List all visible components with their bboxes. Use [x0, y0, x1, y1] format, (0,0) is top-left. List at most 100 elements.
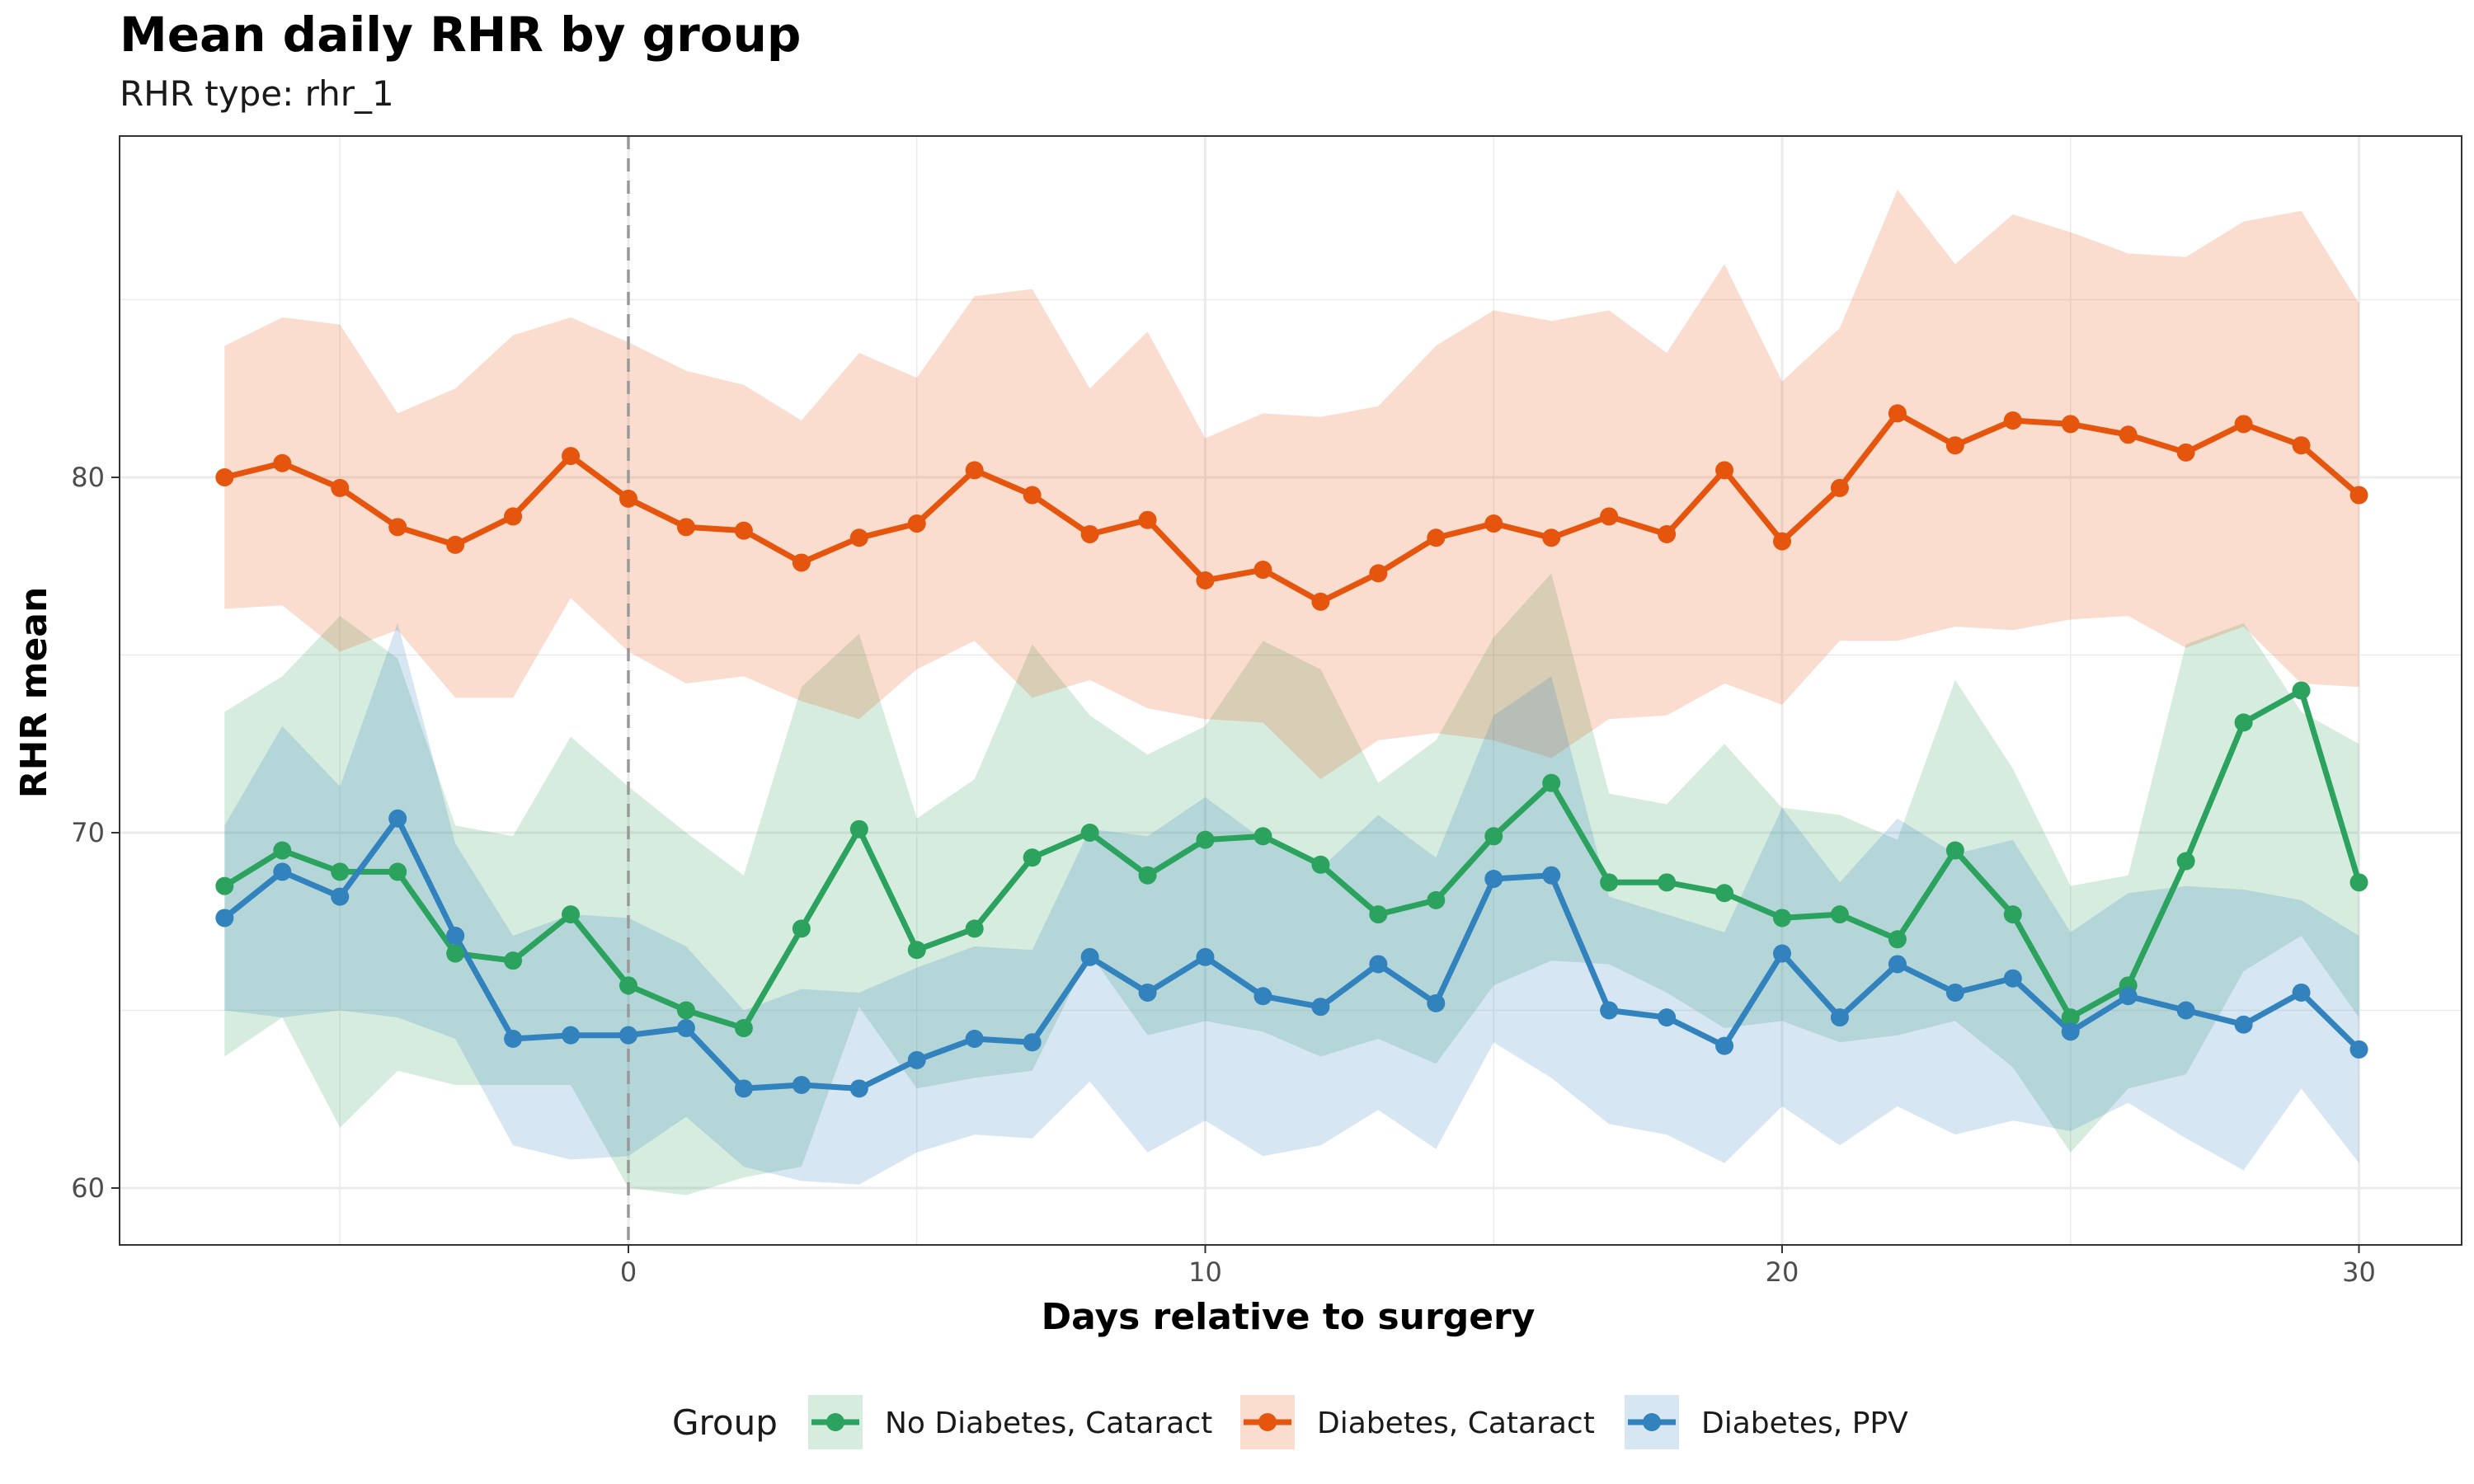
data-point — [273, 453, 292, 472]
data-point — [734, 1019, 753, 1038]
data-point — [1773, 909, 1791, 928]
data-point — [2119, 987, 2138, 1006]
data-point — [1427, 993, 1446, 1012]
data-point — [1542, 866, 1561, 885]
data-point — [446, 926, 465, 945]
data-point — [504, 1029, 523, 1048]
data-point — [1369, 564, 1388, 583]
data-point — [2003, 905, 2022, 924]
data-point — [1484, 827, 1503, 846]
data-point — [1080, 947, 1099, 966]
data-point — [562, 1026, 581, 1045]
data-point — [734, 521, 753, 540]
data-point — [2061, 1022, 2080, 1041]
data-point — [1311, 855, 1330, 874]
legend-title: Group — [672, 1402, 778, 1443]
y-tick-label: 60 — [71, 1172, 105, 1204]
data-point — [619, 976, 637, 995]
data-point — [1253, 987, 1272, 1006]
data-point — [1369, 955, 1388, 974]
data-point — [1080, 524, 1099, 543]
data-point — [1658, 524, 1677, 543]
series-line — [223, 688, 2362, 1031]
data-point — [2003, 969, 2022, 988]
data-point — [388, 862, 407, 881]
data-point — [1658, 873, 1677, 892]
gridlines — [120, 136, 2462, 1245]
data-point — [1542, 773, 1561, 792]
data-point — [1773, 532, 1791, 551]
y-tick-label: 80 — [71, 462, 105, 493]
data-point — [2176, 443, 2195, 462]
data-point — [1080, 824, 1099, 842]
data-point — [331, 478, 350, 497]
data-point — [1484, 514, 1503, 533]
data-point — [1773, 944, 1791, 963]
data-point — [504, 951, 523, 970]
legend: Group No Diabetes, Cataract Diabetes, Cat… — [672, 1395, 1908, 1449]
data-point — [215, 876, 234, 895]
data-point — [1138, 510, 1157, 529]
data-point — [1484, 870, 1503, 889]
data-point — [215, 909, 234, 928]
data-point — [1715, 884, 1734, 903]
x-tick-label: 0 — [620, 1256, 637, 1288]
x-tick-label: 30 — [2342, 1256, 2376, 1288]
data-point — [388, 809, 407, 828]
data-point — [1600, 1001, 1619, 1020]
legend-label: Diabetes, PPV — [1701, 1407, 1908, 1440]
legend-item: Diabetes, Cataract — [1240, 1395, 1595, 1449]
data-point — [2176, 1001, 2195, 1020]
data-point — [2349, 873, 2368, 892]
data-point — [2292, 983, 2311, 1002]
data-point — [273, 841, 292, 860]
data-point — [2061, 1008, 2080, 1027]
data-point — [907, 514, 926, 533]
data-point — [907, 941, 926, 960]
data-point — [2292, 681, 2311, 700]
data-point — [619, 1026, 637, 1045]
data-point — [1023, 1033, 1042, 1052]
data-point — [965, 919, 984, 938]
data-point — [907, 1050, 926, 1069]
data-point — [619, 489, 637, 508]
y-axis-ticks: 60 70 80 — [71, 462, 120, 1204]
data-point — [331, 887, 350, 906]
confidence-band — [224, 622, 2359, 1185]
series-line — [223, 815, 2361, 1092]
legend-key-point — [826, 1413, 844, 1431]
data-point — [676, 1001, 695, 1020]
series-lines — [223, 410, 2362, 1092]
legend-key-point — [1643, 1413, 1661, 1431]
data-point — [1658, 1008, 1677, 1027]
data-point — [792, 553, 811, 572]
data-point — [2234, 1015, 2253, 1034]
data-point — [1427, 890, 1446, 909]
data-point — [2234, 713, 2253, 732]
data-point — [965, 461, 984, 480]
data-point — [1196, 947, 1215, 966]
data-point — [1715, 1036, 1734, 1055]
data-point — [2349, 1040, 2368, 1059]
data-point — [1830, 478, 1849, 497]
data-point — [1023, 848, 1042, 867]
legend-item: Diabetes, PPV — [1625, 1395, 1908, 1449]
data-point — [849, 1079, 868, 1098]
data-point — [849, 528, 868, 547]
y-tick-label: 70 — [71, 817, 105, 848]
data-point — [2234, 415, 2253, 434]
data-point — [2292, 436, 2311, 455]
data-point — [1945, 983, 1964, 1002]
data-point — [562, 905, 581, 924]
data-point — [676, 1019, 695, 1038]
chart-title: Mean daily RHR by group — [120, 7, 801, 63]
data-point — [1023, 486, 1042, 505]
x-axis-label: Days relative to surgery — [1042, 1296, 1536, 1338]
y-axis-label: RHR mean — [13, 587, 55, 799]
data-point — [2176, 852, 2195, 871]
chart-subtitle: RHR type: rhr_1 — [120, 73, 394, 114]
data-point — [2119, 425, 2138, 444]
data-point — [1830, 1008, 1849, 1027]
data-point — [1830, 905, 1849, 924]
legend-key-point — [1258, 1413, 1277, 1431]
